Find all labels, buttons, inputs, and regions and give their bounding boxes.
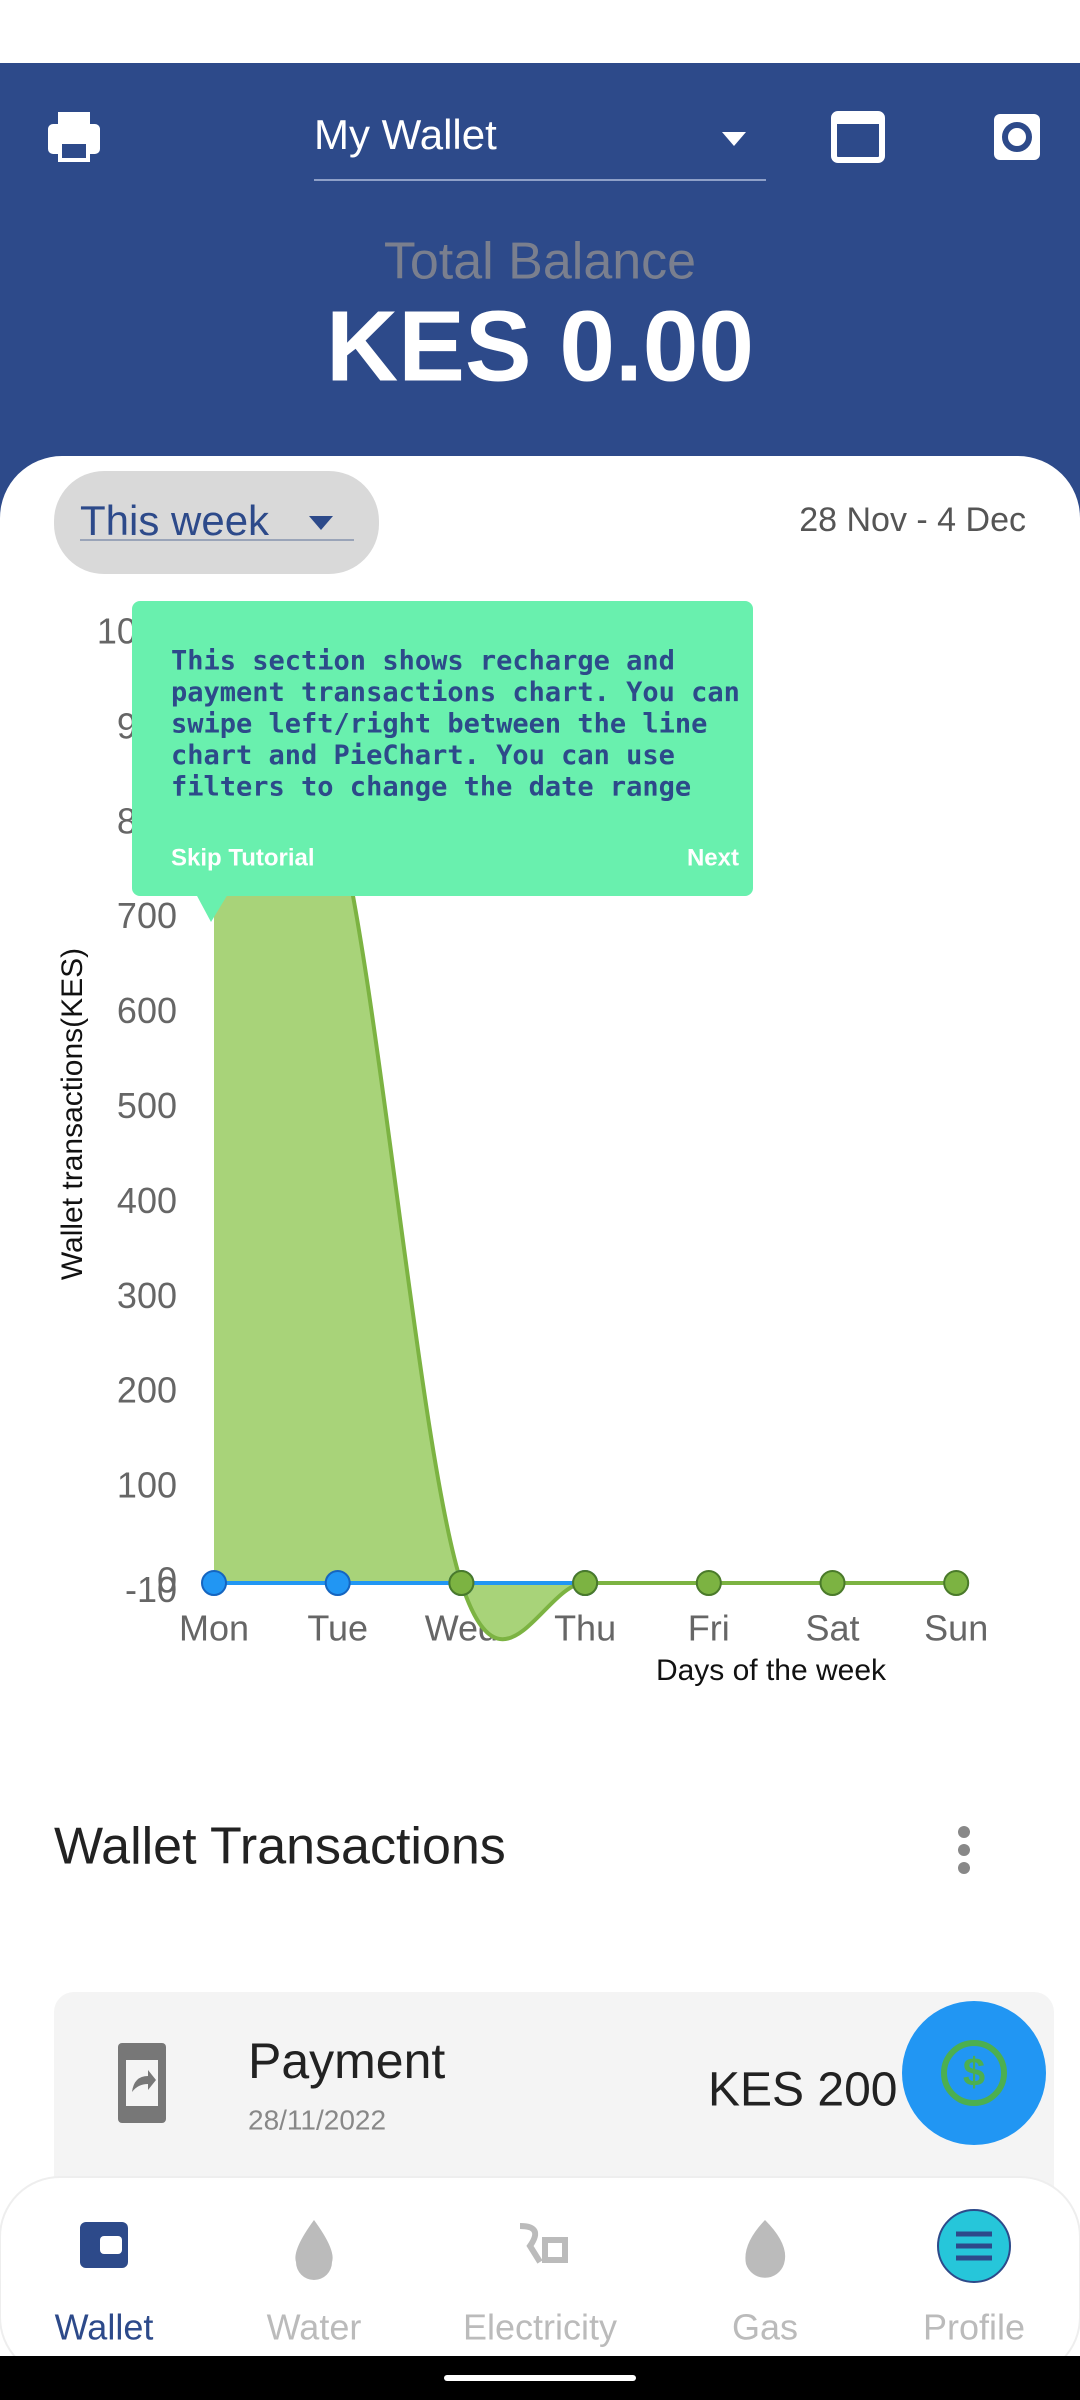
y-tick-label: -10: [125, 1569, 177, 1610]
nav-item[interactable]: Electricity: [463, 2307, 617, 2348]
calendar-button[interactable]: [831, 111, 885, 163]
x-tick-label: Sat: [805, 1608, 859, 1649]
tooltip-bg: [132, 601, 753, 896]
x-tick-label: Thu: [554, 1608, 616, 1649]
fab-icon: [941, 2040, 1007, 2106]
txn-type: Payment: [248, 2033, 445, 2089]
period-label: This week: [80, 497, 270, 544]
gas-icon: [745, 2220, 786, 2278]
y-tick-label: 400: [117, 1180, 177, 1221]
x-tick-label: Sun: [924, 1608, 988, 1649]
wallet-dropdown[interactable]: My Wallet: [314, 111, 766, 181]
nav-item[interactable]: Profile: [923, 2307, 1025, 2348]
print-button[interactable]: [48, 112, 100, 162]
chip-arrow: [309, 516, 333, 530]
series-area: [214, 634, 957, 1640]
tooltip-line: filters to change the date range: [171, 772, 691, 803]
water-icon: [295, 2220, 333, 2280]
menu-dot: [958, 1844, 970, 1856]
txn-amount: KES 200: [708, 2064, 897, 2117]
electricity-icon: [519, 2223, 568, 2264]
balance-label: Total Balance: [384, 233, 696, 291]
wallet-name: My Wallet: [314, 111, 497, 158]
calendar-icon-top: [834, 114, 882, 124]
data-point: [201, 1570, 227, 1596]
data-point: [572, 1570, 599, 1596]
y-tick-label: 100: [117, 1465, 177, 1506]
nav-item[interactable]: Wallet: [55, 2307, 154, 2348]
txn-icon-arrow: [132, 2070, 156, 2092]
nav-item[interactable]: Gas: [732, 2307, 798, 2348]
section-title: Wallet Transactions: [54, 1818, 506, 1876]
nav-item[interactable]: Water: [267, 2307, 362, 2348]
settings-button[interactable]: [994, 114, 1040, 160]
x-tick-label: Fri: [688, 1608, 730, 1649]
tooltip-line: payment transactions chart. You can: [171, 677, 740, 708]
data-point: [448, 1570, 475, 1596]
data-point: [695, 1570, 722, 1596]
header-bg: [0, 63, 1080, 523]
print-icon-paper: [58, 140, 90, 162]
fab-bg: [902, 2001, 1046, 2145]
next-button[interactable]: Next: [687, 844, 739, 871]
x-tick-label: Tue: [307, 1608, 368, 1649]
x-axis-label: Days of the week: [656, 1654, 887, 1687]
txn-date: 28/11/2022: [248, 2104, 386, 2135]
x-tick-label: Mon: [179, 1608, 249, 1649]
fab-pay[interactable]: $: [902, 2001, 1046, 2145]
balance-amount: KES 0.00: [326, 290, 754, 402]
skip-tutorial[interactable]: Skip Tutorial: [171, 844, 315, 871]
wallet-icon-clasp: [100, 2236, 122, 2254]
period-chip[interactable]: This week: [54, 471, 379, 574]
tooltip-line: This section shows recharge and: [171, 646, 675, 677]
chip-bg: [54, 471, 379, 574]
date-range: 28 Nov - 4 Dec: [799, 501, 1026, 539]
y-tick-label: 500: [117, 1085, 177, 1126]
more-menu[interactable]: [958, 1826, 970, 1874]
menu-dot: [958, 1862, 970, 1874]
tooltip-line: swipe left/right between the line: [171, 709, 707, 740]
tooltip-pointer: [196, 894, 228, 922]
home-indicator: [444, 2375, 636, 2381]
data-point: [943, 1570, 970, 1596]
menu-dot: [958, 1826, 970, 1838]
y-axis-label: Wallet transactions(KES): [56, 948, 89, 1280]
y-tick-label: 300: [117, 1275, 177, 1316]
profile-icon-lines: [956, 2231, 992, 2261]
dropdown-arrow: [722, 132, 746, 146]
tooltip-line: chart and PieChart. You can use: [171, 740, 675, 771]
data-point: [819, 1570, 846, 1596]
y-tick-label: 700: [117, 895, 177, 936]
y-tick-label: 0: [157, 1560, 177, 1601]
fab-icon-symbol: $: [963, 2051, 985, 2095]
nav-icons: [80, 2209, 1011, 2283]
settings-gear: [1002, 122, 1032, 152]
y-tick-label: 200: [117, 1370, 177, 1411]
status-bar: [0, 0, 1080, 63]
data-point: [324, 1570, 351, 1596]
print-icon-top: [58, 112, 90, 126]
settings-icon: [994, 114, 1040, 160]
y-tick-label: 600: [117, 990, 177, 1031]
